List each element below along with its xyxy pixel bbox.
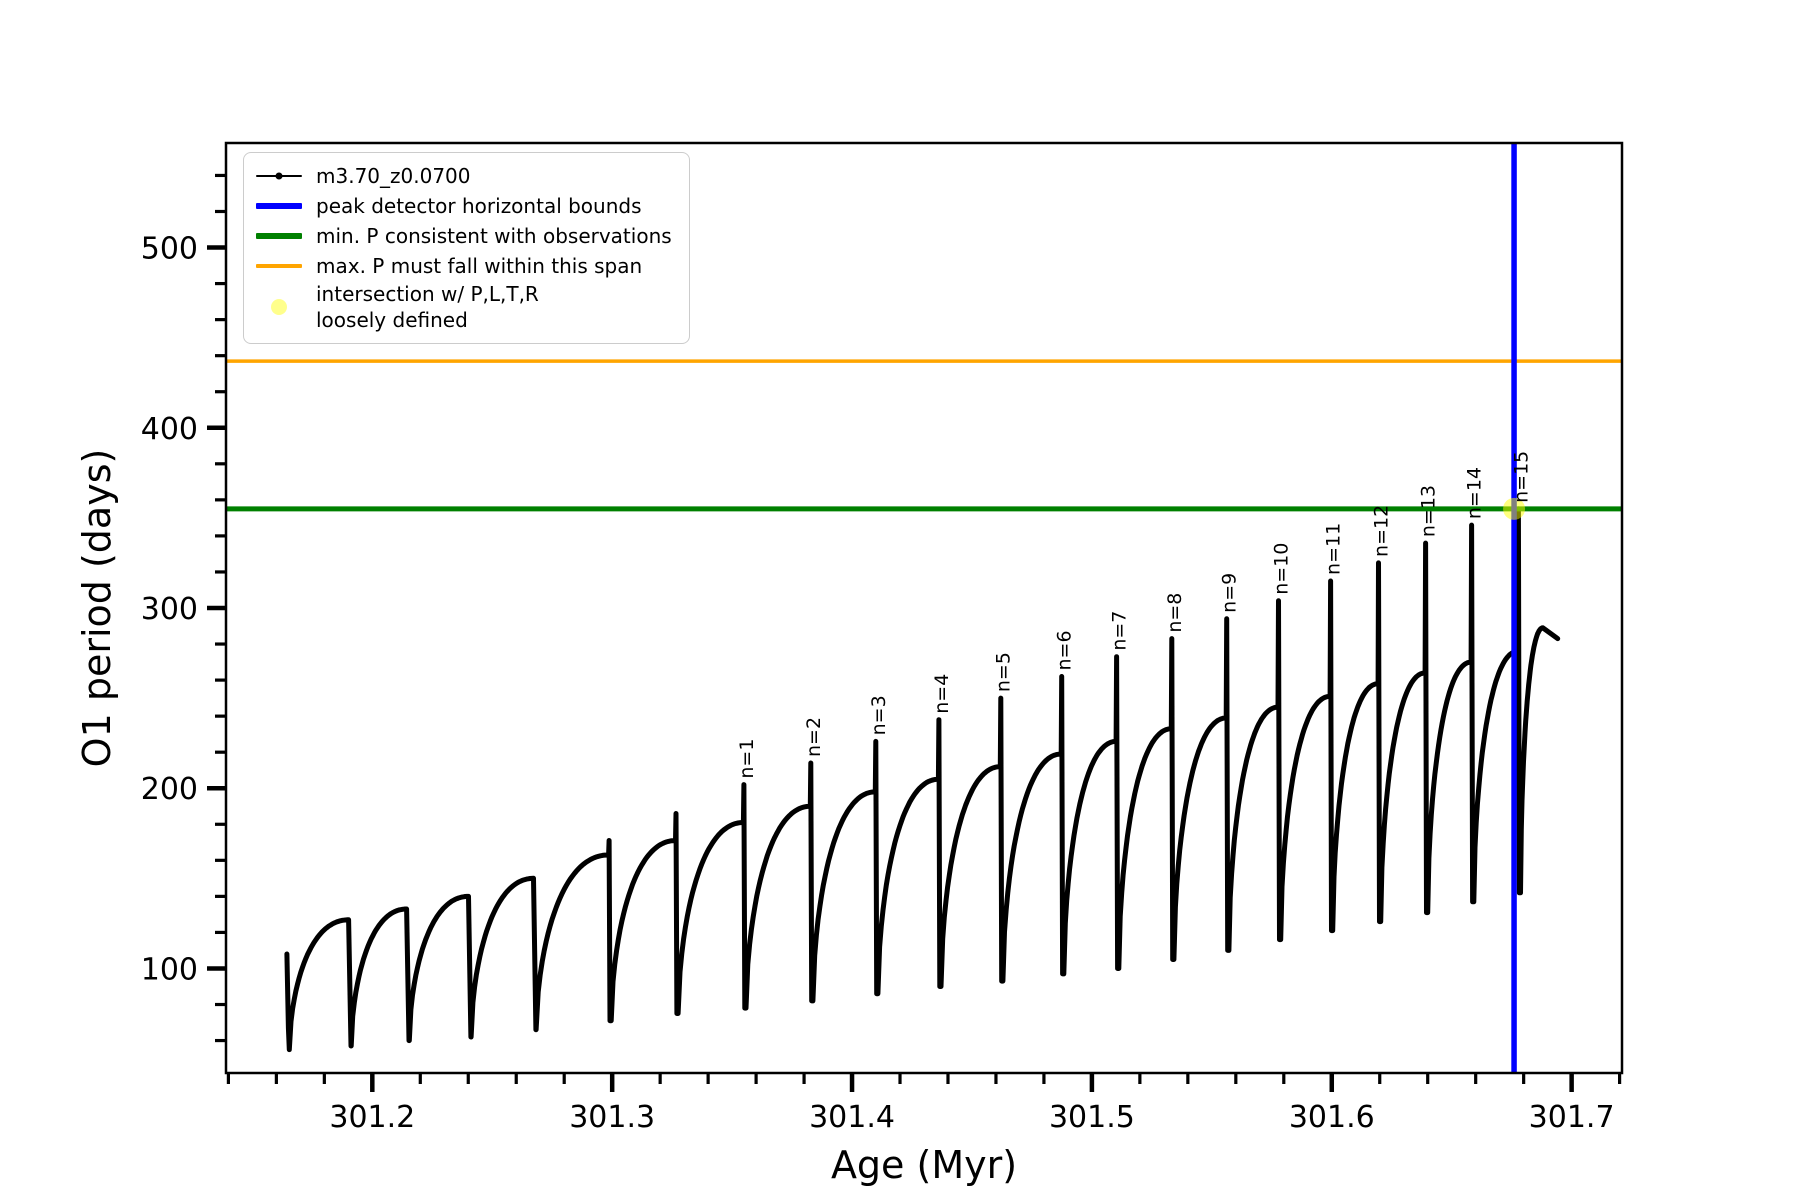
x-tick-label: 301.2 [329, 1100, 415, 1135]
series-marker-dot [275, 172, 283, 180]
legend-item-intersection: intersection w/ P,L,T,R loosely defined [256, 281, 677, 333]
peak-label: n=11 [1323, 523, 1345, 575]
series-line-swatch [256, 172, 302, 180]
legend-label-peak-bounds: peak detector horizontal bounds [316, 194, 642, 218]
x-axis-label: Age (Myr) [831, 1143, 1017, 1187]
peak-label: n=5 [993, 652, 1015, 692]
peak-label: n=9 [1219, 573, 1241, 613]
peak-label: n=6 [1054, 630, 1076, 670]
y-tick-label: 300 [141, 592, 198, 627]
legend-label-max-p: max. P must fall within this span [316, 254, 643, 278]
legend-item-peak-bounds: peak detector horizontal bounds [256, 191, 677, 221]
legend-item-series: m3.70_z0.0700 [256, 161, 677, 191]
peak-label: n=13 [1418, 485, 1440, 537]
legend-label-series: m3.70_z0.0700 [316, 164, 471, 188]
peak-label: n=15 [1510, 451, 1532, 503]
intersection-marker [1503, 497, 1526, 520]
x-tick-label: 301.4 [809, 1100, 895, 1135]
x-tick-label: 301.3 [569, 1100, 655, 1135]
x-tick-label: 301.6 [1289, 1100, 1375, 1135]
intersection-marker-sample [271, 299, 287, 315]
intersection-swatch [256, 299, 302, 315]
min-p-line-sample [256, 233, 302, 239]
x-tick-label: 301.5 [1049, 1100, 1135, 1135]
legend-item-max-p: max. P must fall within this span [256, 251, 677, 281]
min-p-swatch [256, 233, 302, 239]
legend-label-intersection: intersection w/ P,L,T,R loosely defined [316, 282, 539, 332]
max-p-swatch [256, 264, 302, 268]
max-p-line-sample [256, 264, 302, 268]
peak-label: n=12 [1371, 505, 1393, 557]
peak-label: n=2 [803, 717, 825, 757]
legend: m3.70_z0.0700 peak detector horizontal b… [243, 152, 690, 344]
data-curve [284, 506, 1561, 1053]
legend-label-min-p: min. P consistent with observations [316, 224, 672, 248]
peak-label: n=10 [1271, 543, 1293, 595]
y-tick-label: 200 [141, 772, 198, 807]
x-tick-label: 301.7 [1529, 1100, 1615, 1135]
legend-item-min-p: min. P consistent with observations [256, 221, 677, 251]
peak-label: n=1 [736, 739, 758, 779]
y-axis-label: O1 period (days) [75, 449, 119, 768]
y-tick-label: 500 [141, 232, 198, 267]
y-tick-label: 400 [141, 412, 198, 447]
y-tick-label: 100 [141, 952, 198, 987]
peak-bounds-swatch [256, 203, 302, 209]
peak-label: n=14 [1464, 467, 1486, 519]
peak-bounds-line-sample [256, 203, 302, 209]
plot-area [224, 141, 1624, 1075]
peak-label: n=4 [931, 674, 953, 714]
peak-label: n=3 [868, 695, 890, 735]
peak-label: n=8 [1164, 593, 1186, 633]
peak-label: n=7 [1109, 611, 1131, 651]
